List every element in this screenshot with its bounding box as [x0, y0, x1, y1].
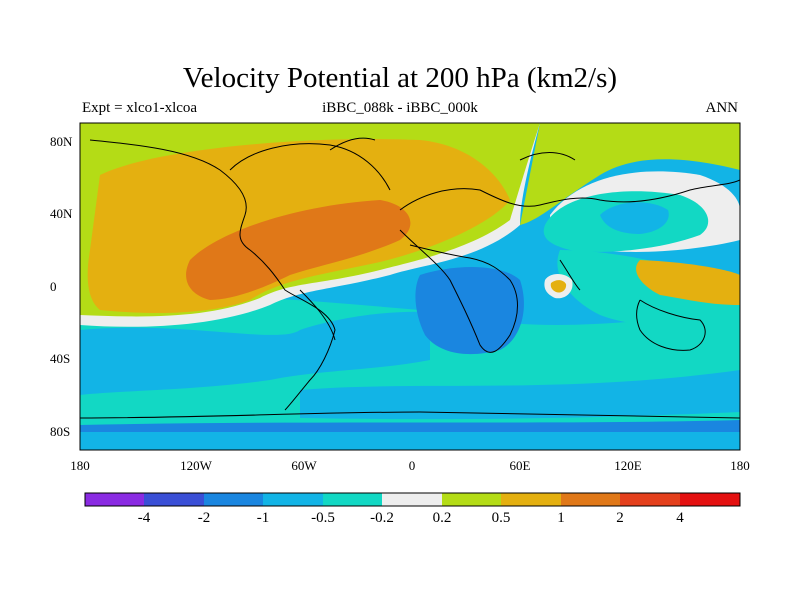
ytick-label: 80S — [50, 424, 71, 439]
season-label: ANN — [705, 100, 739, 116]
ytick-label: 0 — [50, 279, 57, 294]
contour-band — [520, 123, 740, 225]
colorbar-bin — [620, 493, 680, 506]
colorbar-bin — [501, 493, 561, 506]
contour-band — [600, 202, 669, 234]
xtick-label: 60W — [291, 458, 317, 473]
contour-band — [300, 370, 740, 420]
xtick-label: 120E — [614, 458, 642, 473]
colorbar-frame — [84, 492, 741, 507]
colorbar-label: 1 — [557, 510, 565, 526]
contour-band — [415, 266, 524, 355]
colorbar-label: -1 — [256, 510, 270, 526]
colorbar-label: 2 — [616, 510, 624, 526]
colorbar-label: -2 — [197, 510, 211, 526]
xtick-label: 0 — [408, 458, 416, 473]
colorbar-label: -0.5 — [311, 510, 335, 526]
colorbar-bin — [442, 493, 501, 506]
colorbar — [84, 492, 741, 507]
contour-band — [80, 311, 430, 395]
xtick-label: 180 — [730, 458, 750, 473]
xtick-label: 60E — [509, 458, 531, 473]
xtick-label: 120W — [180, 458, 212, 473]
colorbar-bin — [561, 493, 620, 506]
experiment-label: Expt = xlco1-xlcoa — [82, 100, 198, 116]
colorbar-bin — [204, 493, 263, 506]
colorbar-label: -4 — [137, 510, 151, 526]
map-title: Velocity Potential at 200 hPa (km2/s) — [182, 62, 618, 94]
colorbar-bin — [323, 493, 382, 506]
contour-band — [80, 432, 740, 450]
colorbar-label: 4 — [676, 510, 684, 526]
contour-band — [550, 280, 567, 293]
ytick-label: 40N — [50, 206, 73, 221]
coastlines — [80, 137, 740, 419]
colorbar-bin — [680, 493, 740, 506]
ytick-label: 40S — [50, 351, 71, 366]
plot-frame — [79, 122, 741, 451]
ytick-label: 80N — [50, 134, 73, 149]
contour-band — [557, 250, 740, 327]
colorbar-bin — [263, 493, 323, 506]
colorbar-label: -0.2 — [370, 510, 394, 526]
colorbar-label: 0.2 — [432, 510, 452, 526]
contour-band — [186, 200, 411, 300]
colorbar-bin — [144, 493, 204, 506]
colorbar-bin — [382, 493, 442, 506]
contour-band — [636, 260, 740, 305]
contour-fill — [80, 123, 740, 450]
colorbar-label: 0.5 — [491, 510, 511, 526]
colorbar-bin — [85, 493, 144, 506]
xtick-label: 180 — [70, 458, 90, 473]
difference-label: iBBC_088k - iBBC_000k — [322, 100, 478, 116]
